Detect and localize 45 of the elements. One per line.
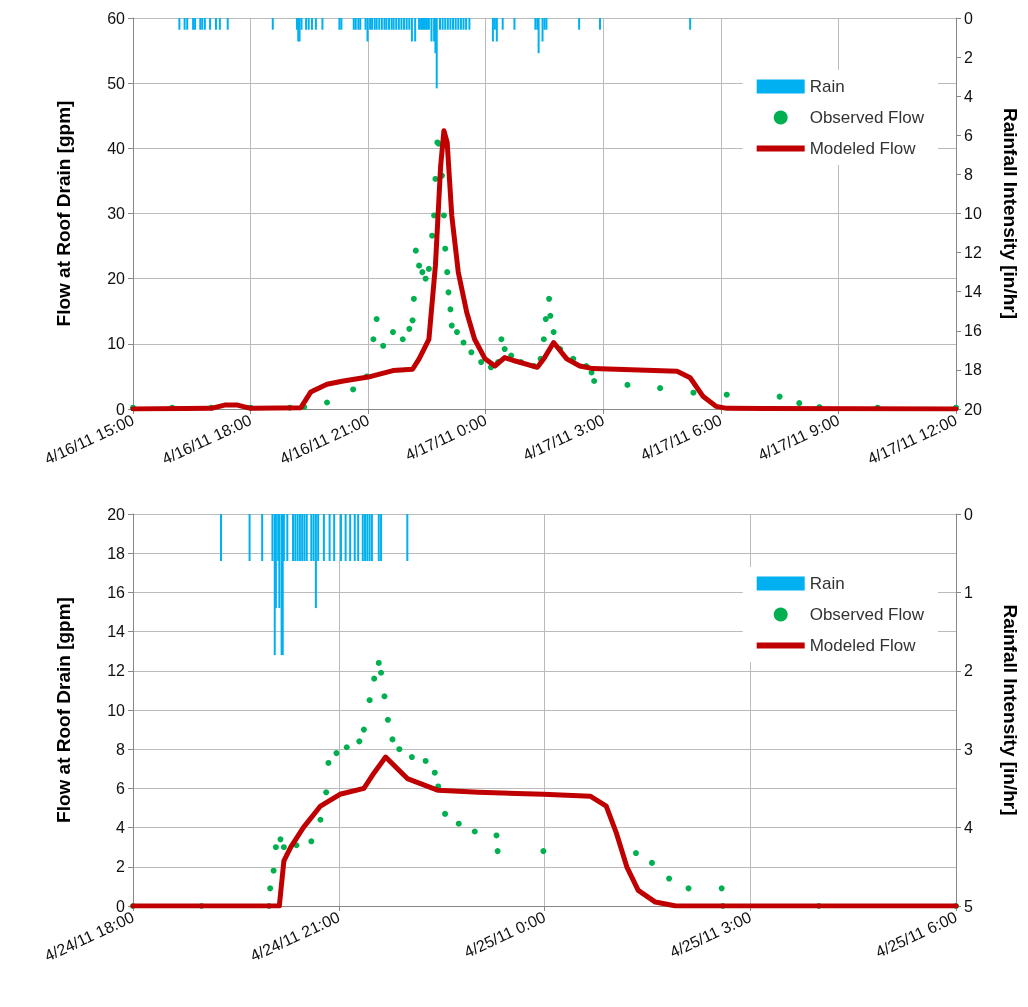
- y-tick-label: 0: [116, 897, 126, 915]
- y2-tick-label: 1: [964, 583, 973, 601]
- y-tick-label: 18: [107, 544, 126, 562]
- y2-tick-label: 10: [964, 205, 982, 222]
- y2-tick-label: 2: [964, 662, 973, 680]
- y2-tick-label: 4: [964, 87, 973, 105]
- y-tick-label: 8: [116, 740, 126, 758]
- legend-label: Modeled Flow: [809, 139, 917, 158]
- y2-tick-label: 3: [964, 740, 973, 758]
- y-tick-label: 10: [107, 701, 126, 719]
- y2-tick-label: 5: [964, 897, 973, 915]
- legend-label: Rain: [809, 574, 845, 593]
- legend-label: Observed Flow: [809, 605, 925, 624]
- y-tick-label: 14: [107, 623, 126, 641]
- y2-tick-label: 2: [964, 48, 973, 66]
- y2-tick-label: 0: [964, 9, 973, 27]
- y2-tick-label: 16: [964, 322, 982, 340]
- y-tick-label: 2: [116, 858, 126, 876]
- y-tick-label: 30: [107, 205, 126, 222]
- legend-label: Rain: [809, 77, 845, 96]
- y-tick-label: 12: [107, 662, 126, 680]
- y-tick-label: 60: [107, 9, 126, 27]
- y-tick-label: 40: [107, 139, 126, 157]
- y2-tick-label: 6: [964, 126, 973, 144]
- legend-label: Modeled Flow: [809, 636, 917, 655]
- y-axis-title: Flow at Roof Drain [gpm]: [53, 100, 74, 327]
- y-axis-title: Flow at Roof Drain [gpm]: [53, 597, 74, 823]
- y-tick-label: 0: [116, 400, 126, 418]
- y2-axis-title: Rainfall Intensity [in/hr]: [1000, 107, 1021, 320]
- y2-tick-label: 0: [964, 505, 973, 523]
- y2-tick-label: 8: [964, 165, 973, 183]
- legend-label: Observed Flow: [809, 108, 925, 127]
- y-tick-label: 6: [116, 779, 126, 797]
- y-tick-label: 16: [107, 583, 126, 601]
- y-tick-label: 20: [107, 505, 126, 523]
- y2-tick-label: 14: [964, 283, 982, 301]
- y2-tick-label: 4: [964, 819, 973, 837]
- y-tick-label: 10: [107, 335, 126, 353]
- y-tick-label: 4: [116, 819, 126, 837]
- y2-tick-label: 18: [964, 361, 982, 379]
- y-tick-label: 20: [107, 270, 126, 288]
- y2-tick-label: 20: [964, 400, 982, 418]
- y-tick-label: 50: [107, 74, 126, 92]
- y2-axis-title: Rainfall Intensity [in/hr]: [1000, 604, 1021, 816]
- y2-tick-label: 12: [964, 244, 982, 262]
